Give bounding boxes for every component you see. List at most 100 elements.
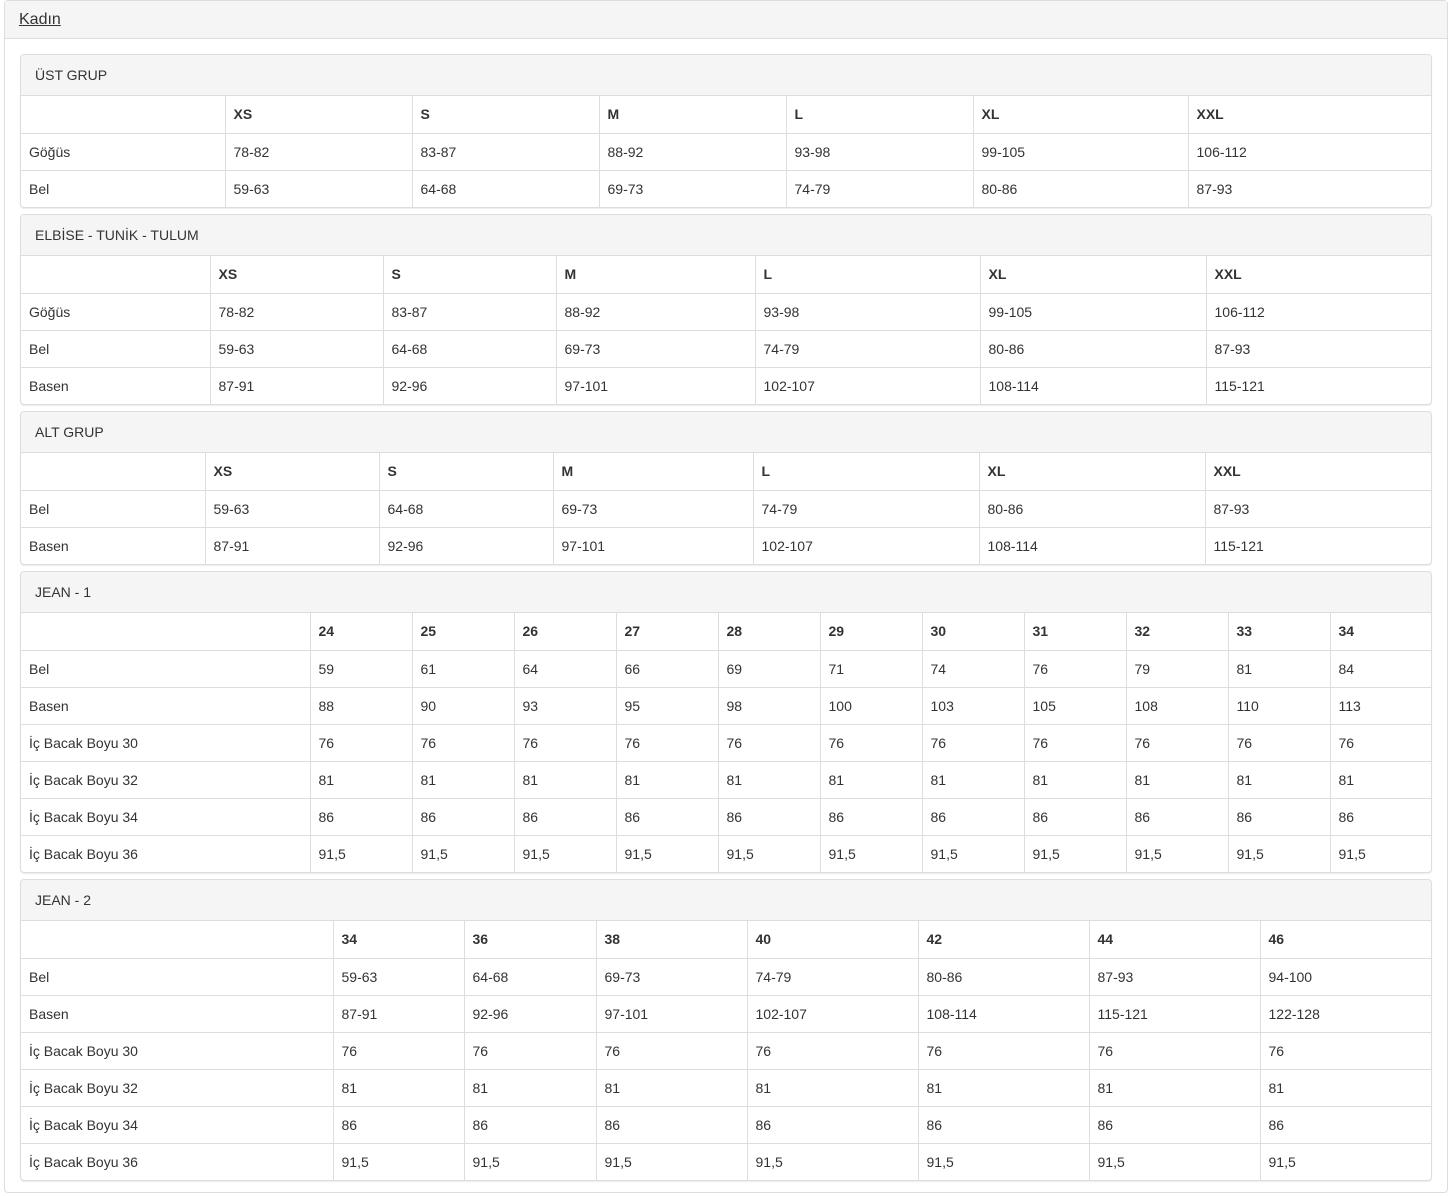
header-row: 34 36 38 40 42 44 46 — [21, 921, 1431, 958]
measurement-cell: 59-63 — [210, 329, 384, 367]
size-header: XL — [973, 96, 1189, 133]
size-header: S — [379, 453, 554, 490]
measurement-cell: 108-114 — [980, 366, 1207, 404]
measurement-cell: 102-107 — [755, 366, 981, 404]
size-header: 33 — [1228, 613, 1331, 650]
size-section: JEAN - 1 24 25 26 27 28 29 30 31 32 33 34 Bel 59 61 64 6… — [20, 571, 1432, 873]
measurement-cell: 83-87 — [383, 292, 557, 330]
measurement-cell: 102-107 — [747, 994, 919, 1032]
measurement-cell: 74-79 — [755, 329, 981, 367]
row-label: İç Bacak Boyu 34 — [21, 1105, 334, 1143]
measurement-cell: 81 — [333, 1068, 465, 1106]
size-header: M — [553, 453, 754, 490]
measurement-cell: 78-82 — [210, 292, 384, 330]
measurement-cell: 64-68 — [379, 489, 554, 527]
measurement-cell: 91,5 — [616, 834, 719, 872]
table-row: İç Bacak Boyu 36 91,5 91,5 91,5 91,5 91,5 91,5… — [21, 1142, 1431, 1180]
kadin-link[interactable]: Kadın — [19, 11, 61, 28]
size-section: ÜST GRUP XS S M L XL XXL Göğüs 78-82 83-87 88-92 93… — [20, 54, 1432, 208]
measurement-cell: 86 — [1089, 1105, 1261, 1143]
measurement-cell: 86 — [718, 797, 821, 835]
measurement-cell: 100 — [820, 686, 923, 724]
measurement-cell: 76 — [718, 723, 821, 761]
measurement-cell: 115-121 — [1206, 366, 1431, 404]
row-label: Basen — [21, 366, 211, 404]
measurement-cell: 74 — [922, 649, 1025, 687]
size-header: S — [383, 256, 557, 293]
measurement-cell: 87-93 — [1206, 329, 1431, 367]
section-title: ÜST GRUP — [21, 55, 1431, 96]
table-row: Bel 59 61 64 66 69 71 74 76 79 81 84 — [21, 649, 1431, 687]
measurement-cell: 81 — [616, 760, 719, 798]
size-header: 34 — [333, 921, 465, 958]
measurement-cell: 91,5 — [1228, 834, 1331, 872]
measurement-cell: 106-112 — [1206, 292, 1431, 330]
size-header: S — [412, 96, 600, 133]
measurement-cell: 78-82 — [225, 132, 413, 170]
measurement-cell: 91,5 — [747, 1142, 919, 1180]
measurement-cell: 86 — [514, 797, 617, 835]
header-row: XS S M L XL XXL — [21, 96, 1431, 133]
measurement-cell: 91,5 — [1024, 834, 1127, 872]
measurement-cell: 98 — [718, 686, 821, 724]
measurement-cell: 86 — [464, 1105, 597, 1143]
row-label: İç Bacak Boyu 36 — [21, 834, 311, 872]
measurement-cell: 86 — [918, 1105, 1090, 1143]
table-row: İç Bacak Boyu 30 76 76 76 76 76 76 76 — [21, 1031, 1431, 1069]
measurement-cell: 92-96 — [379, 526, 554, 564]
corner-cell — [21, 613, 311, 650]
measurement-cell: 76 — [310, 723, 413, 761]
measurement-cell: 91,5 — [412, 834, 515, 872]
measurement-cell: 91,5 — [514, 834, 617, 872]
measurement-cell: 81 — [1228, 760, 1331, 798]
size-header: XXL — [1196, 106, 1224, 123]
measurement-cell: 80-86 — [979, 489, 1206, 527]
size-header: 31 — [1024, 613, 1127, 650]
table-row: Basen 88 90 93 95 98 100 103 105 108 110 113 — [21, 686, 1431, 724]
measurement-cell: 91,5 — [333, 1142, 465, 1180]
section-title: JEAN - 2 — [21, 880, 1431, 921]
row-label: Basen — [21, 994, 334, 1032]
measurement-cell: 91,5 — [596, 1142, 748, 1180]
measurement-cell: 110 — [1228, 686, 1331, 724]
section-title: ELBİSE - TUNİK - TULUM — [21, 215, 1431, 256]
measurement-cell: 81 — [464, 1068, 597, 1106]
measurement-cell: 71 — [820, 649, 923, 687]
measurement-cell: 86 — [747, 1105, 919, 1143]
section-title: ALT GRUP — [21, 412, 1431, 453]
measurement-cell: 87-93 — [1089, 957, 1261, 995]
measurement-cell: 76 — [333, 1031, 465, 1069]
measurement-cell: 86 — [310, 797, 413, 835]
measurement-cell: 80-86 — [980, 329, 1207, 367]
measurement-cell: 84 — [1330, 649, 1431, 687]
table-row: İç Bacak Boyu 32 81 81 81 81 81 81 81 81 81 81 81 — [21, 760, 1431, 798]
measurement-cell: 115-121 — [1205, 526, 1431, 564]
measurement-cell: 115-121 — [1089, 994, 1261, 1032]
measurement-cell: 66 — [616, 649, 719, 687]
size-header: XS — [225, 96, 413, 133]
size-header: 44 — [1089, 921, 1261, 958]
size-table: 24 25 26 27 28 29 30 31 32 33 34 Bel 59 61 64 66 69 71 74 7… — [21, 613, 1431, 872]
measurement-cell: 99-105 — [973, 132, 1189, 170]
size-table: XS S M L XL XXL Göğüs 78-82 83-87 88-92 93-98 99-10… — [21, 256, 1431, 404]
measurement-cell: 103 — [922, 686, 1025, 724]
size-header: 36 — [464, 921, 597, 958]
size-header: XS — [210, 256, 384, 293]
header-row: 24 25 26 27 28 29 30 31 32 33 34 — [21, 613, 1431, 650]
measurement-cell: 92-96 — [383, 366, 557, 404]
measurement-cell: 86 — [1024, 797, 1127, 835]
measurement-cell: 81 — [1228, 649, 1331, 687]
measurement-cell: 74-79 — [786, 169, 974, 207]
measurement-cell: 80-86 — [918, 957, 1090, 995]
corner-cell — [21, 921, 334, 958]
measurement-cell: 86 — [596, 1105, 748, 1143]
measurement-cell: 76 — [1228, 723, 1331, 761]
measurement-cell: 87-91 — [333, 994, 465, 1032]
measurement-cell: 86 — [412, 797, 515, 835]
measurement-cell: 64-68 — [412, 169, 600, 207]
measurement-cell: 88-92 — [556, 292, 756, 330]
row-label: Bel — [21, 649, 311, 687]
measurement-cell: 106-112 — [1188, 132, 1431, 170]
section-title: JEAN - 1 — [21, 572, 1431, 613]
measurement-cell: 76 — [1126, 723, 1229, 761]
